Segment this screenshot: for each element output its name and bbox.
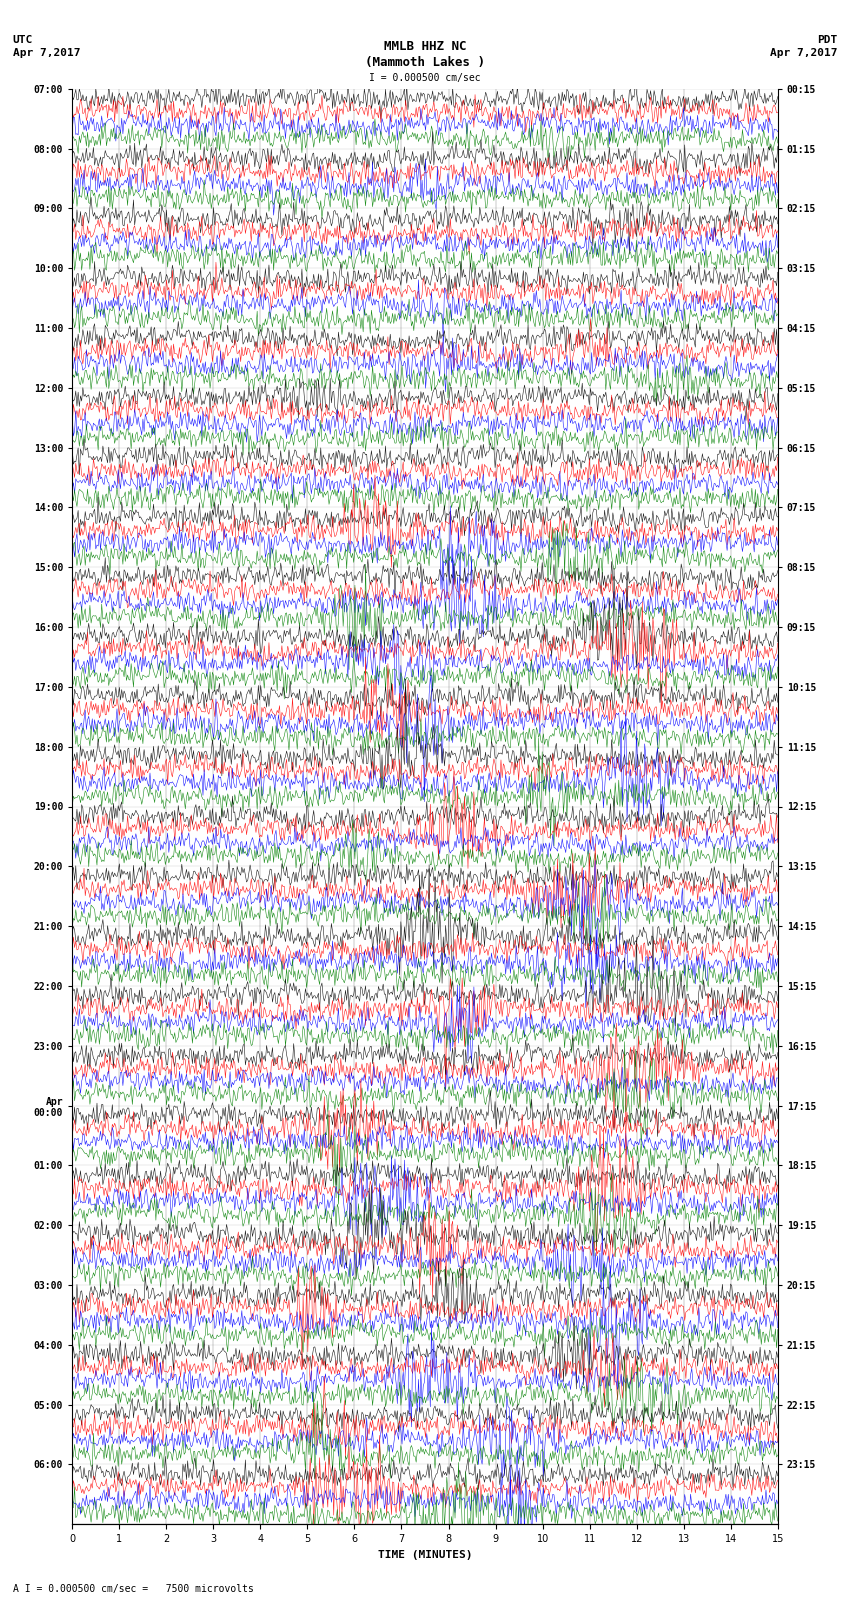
- Text: (Mammoth Lakes ): (Mammoth Lakes ): [365, 56, 485, 69]
- Text: A I = 0.000500 cm/sec =   7500 microvolts: A I = 0.000500 cm/sec = 7500 microvolts: [13, 1584, 253, 1594]
- Text: Apr 7,2017: Apr 7,2017: [13, 48, 80, 58]
- Text: PDT: PDT: [817, 35, 837, 45]
- X-axis label: TIME (MINUTES): TIME (MINUTES): [377, 1550, 473, 1560]
- Text: I = 0.000500 cm/sec: I = 0.000500 cm/sec: [369, 73, 481, 82]
- Text: UTC: UTC: [13, 35, 33, 45]
- Text: Apr 7,2017: Apr 7,2017: [770, 48, 837, 58]
- Text: MMLB HHZ NC: MMLB HHZ NC: [383, 40, 467, 53]
